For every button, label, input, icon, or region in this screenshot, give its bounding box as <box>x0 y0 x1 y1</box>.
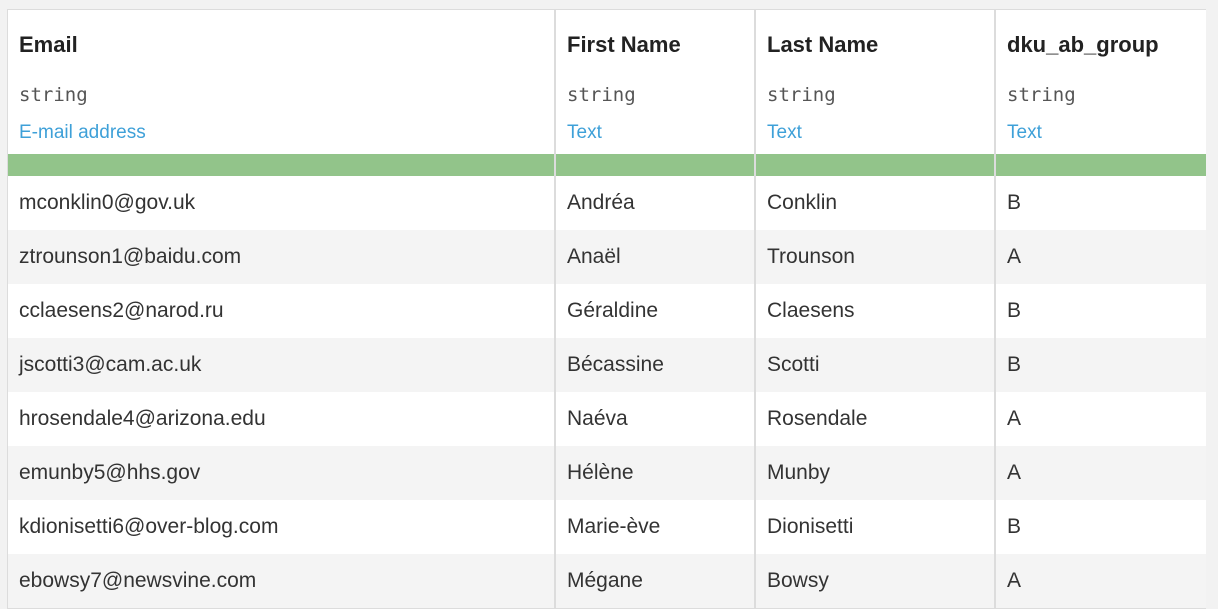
column-type[interactable]: string <box>567 84 636 106</box>
table-cell[interactable]: Rosendale <box>756 392 996 446</box>
table-row: ztrounson1@baidu.com Anaël Trounson A <box>8 230 1206 284</box>
table-cell[interactable]: B <box>1007 191 1022 214</box>
table-cell[interactable]: Munby <box>756 446 996 500</box>
column-meaning[interactable]: Text <box>567 122 602 143</box>
table-cell[interactable]: B <box>1007 353 1022 376</box>
table-header: Email string E-mail address First Name strin… <box>8 10 1206 154</box>
table-cell[interactable]: jscotti3@cam.ac.uk <box>8 338 556 392</box>
column-meaning[interactable]: Text <box>767 122 802 143</box>
table-cell[interactable]: mconklin0@gov.uk <box>8 176 556 230</box>
table-row: cclaesens2@narod.ru Géraldine Claesens B <box>8 284 1206 338</box>
table-cell[interactable]: B <box>1007 299 1022 322</box>
table-cell[interactable]: Andréa <box>556 176 756 230</box>
table-cell[interactable]: A <box>1007 407 1022 430</box>
table-cell[interactable]: Naéva <box>556 392 756 446</box>
table-cell[interactable]: emunby5@hhs.gov <box>8 446 556 500</box>
table-cell[interactable]: A <box>1007 245 1022 268</box>
table-cell[interactable]: Dionisetti <box>756 500 996 554</box>
table-cell[interactable]: Conklin <box>756 176 996 230</box>
table-cell[interactable]: ztrounson1@baidu.com <box>8 230 556 284</box>
column-type[interactable]: string <box>19 84 88 106</box>
table-cell[interactable]: hrosendale4@arizona.edu <box>8 392 556 446</box>
table-cell[interactable]: A <box>1007 569 1022 592</box>
quality-bar-segment[interactable] <box>8 154 556 176</box>
quality-bar-segment[interactable] <box>996 154 1206 176</box>
table-row: emunby5@hhs.gov Hélène Munby A <box>8 446 1206 500</box>
column-meaning[interactable]: E-mail address <box>19 122 146 143</box>
table-cell[interactable]: ebowsy7@newsvine.com <box>8 554 556 608</box>
table-cell[interactable]: Géraldine <box>556 284 756 338</box>
table-row: kdionisetti6@over-blog.com Marie-ève Dioni… <box>8 500 1206 554</box>
dataset-table: Email string E-mail address First Name strin… <box>7 9 1206 609</box>
column-header-first-name[interactable]: First Name string Text <box>556 10 756 154</box>
table-row: hrosendale4@arizona.edu Naéva Rosendale A <box>8 392 1206 446</box>
table-cell[interactable]: A <box>1007 461 1022 484</box>
column-type[interactable]: string <box>767 84 836 106</box>
table-cell[interactable]: Mégane <box>556 554 756 608</box>
column-name[interactable]: Email <box>19 32 78 57</box>
table-cell[interactable]: Hélène <box>556 446 756 500</box>
table-row: mconklin0@gov.uk Andréa Conklin B <box>8 176 1206 230</box>
column-header-last-name[interactable]: Last Name string Text <box>756 10 996 154</box>
quality-bar-segment[interactable] <box>556 154 756 176</box>
table-row: ebowsy7@newsvine.com Mégane Bowsy A <box>8 554 1206 608</box>
table-cell[interactable]: Claesens <box>756 284 996 338</box>
table-cell[interactable]: kdionisetti6@over-blog.com <box>8 500 556 554</box>
column-name[interactable]: Last Name <box>767 32 879 57</box>
table-cell[interactable]: Trounson <box>756 230 996 284</box>
column-name[interactable]: dku_ab_group <box>1007 32 1159 57</box>
quality-bar-segment[interactable] <box>756 154 996 176</box>
table-cell[interactable]: Bowsy <box>756 554 996 608</box>
table-row: jscotti3@cam.ac.uk Bécassine Scotti B <box>8 338 1206 392</box>
table-cell[interactable]: B <box>1007 515 1022 538</box>
column-meaning[interactable]: Text <box>1007 122 1042 143</box>
data-quality-bar <box>8 154 1206 176</box>
table-cell[interactable]: Scotti <box>756 338 996 392</box>
column-header-email[interactable]: Email string E-mail address <box>8 10 556 154</box>
column-type[interactable]: string <box>1007 84 1076 106</box>
table-cell[interactable]: Bécassine <box>556 338 756 392</box>
table-cell[interactable]: Marie-ève <box>556 500 756 554</box>
table-cell[interactable]: cclaesens2@narod.ru <box>8 284 556 338</box>
column-name[interactable]: First Name <box>567 32 681 57</box>
table-cell[interactable]: Anaël <box>556 230 756 284</box>
